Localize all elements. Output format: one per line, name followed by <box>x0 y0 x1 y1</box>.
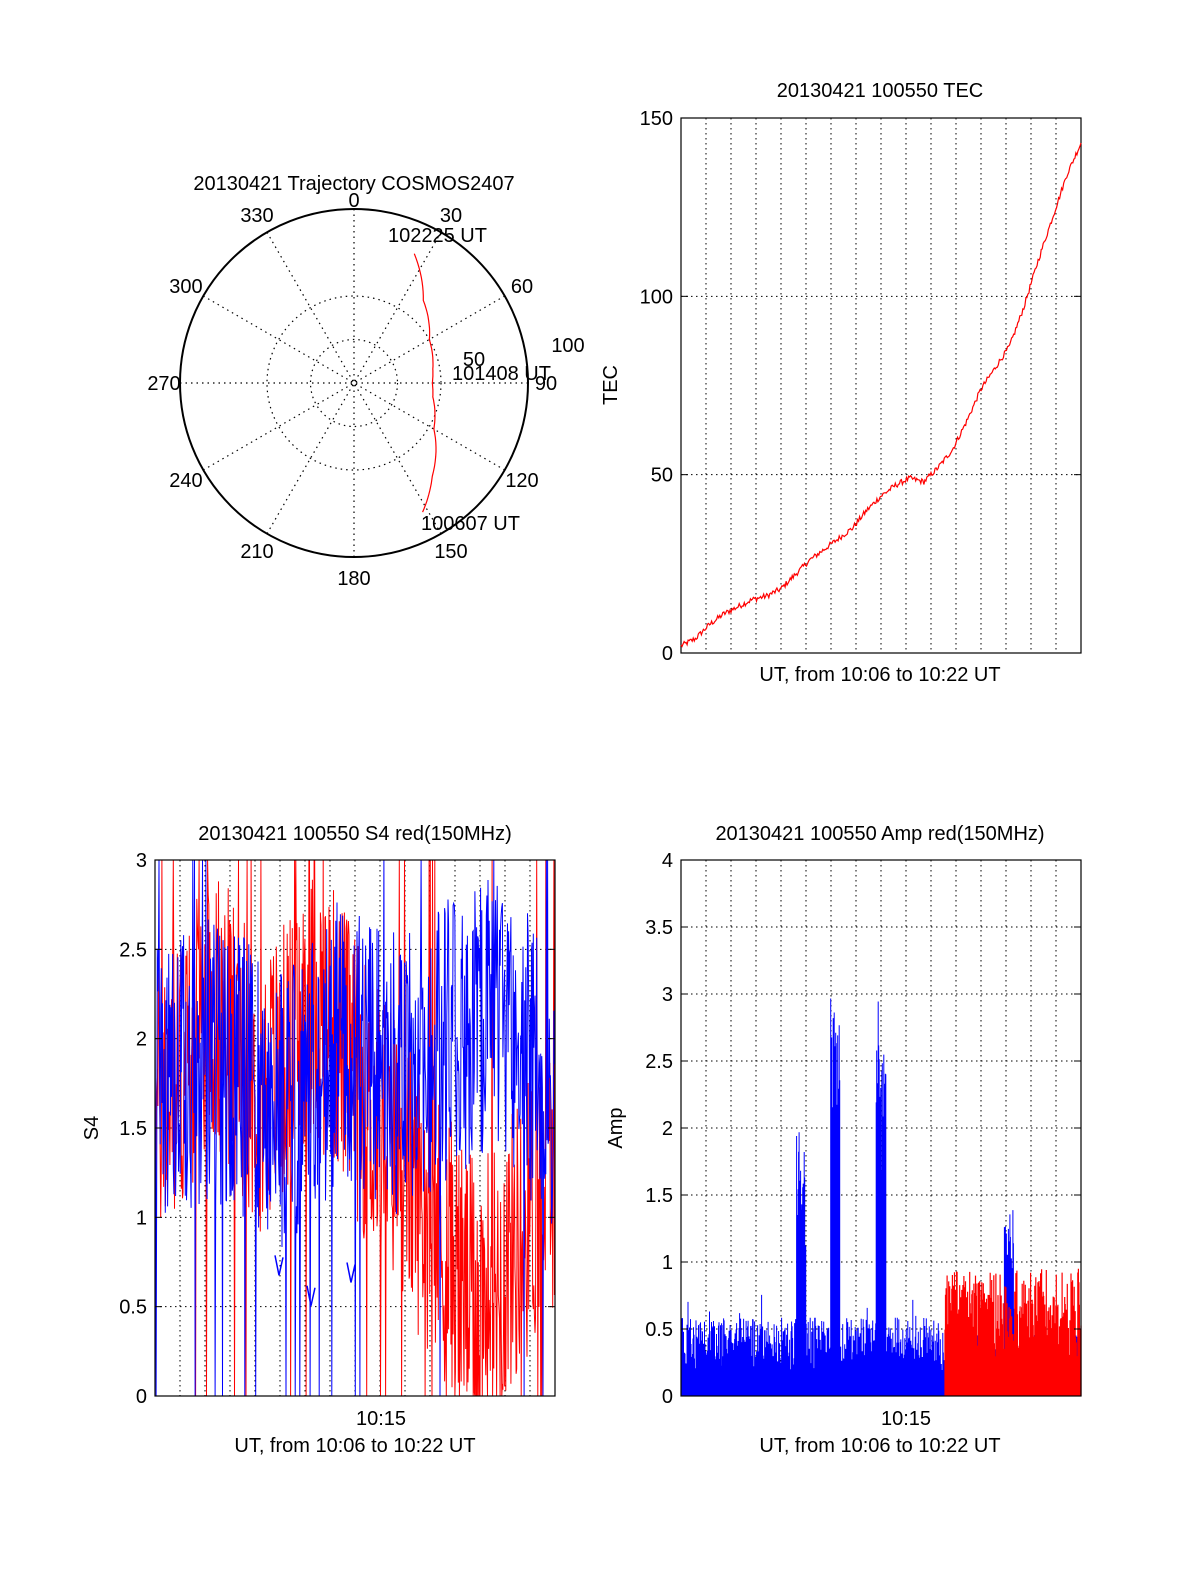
amp-y-tick-1.5: 1.5 <box>645 1185 673 1207</box>
polar-annotation-start: 100607 UT <box>421 513 520 535</box>
s4-x-tick-1015: 10:15 <box>356 1408 406 1430</box>
s4-x-label: UT, from 10:06 to 10:22 UT <box>234 1435 475 1457</box>
s4-blue-dip <box>274 1255 284 1276</box>
tec-title: 20130421 100550 TEC <box>777 80 983 102</box>
polar-grid-spoke <box>266 232 442 534</box>
s4-y-tick-1: 1 <box>136 1207 147 1229</box>
polar-grid-circle <box>266 295 442 471</box>
polar-angle-label-60: 60 <box>511 276 533 298</box>
tec-y-tick-50: 50 <box>651 465 673 487</box>
s4-y-tick-0.5: 0.5 <box>119 1297 147 1319</box>
polar-annotation-mid: 101408 UT <box>452 363 551 385</box>
amp-y-tick-2.5: 2.5 <box>645 1051 673 1073</box>
polar-angle-label-150: 150 <box>434 541 467 563</box>
tec-y-tick-100: 100 <box>640 286 673 308</box>
polar-angle-label-120: 120 <box>505 470 538 492</box>
s4-series-path <box>154 859 556 1397</box>
amp-y-tick-4: 4 <box>662 850 673 872</box>
s4-y-label: S4 <box>81 1116 103 1140</box>
amp-red-series <box>944 1268 1082 1396</box>
tec-x-label: UT, from 10:06 to 10:22 UT <box>759 664 1000 686</box>
polar-grid-circle <box>309 338 399 428</box>
amp-panel: 20130421 100550 Amp red(150MHz) 0 0.5 1 1.5… <box>605 823 1082 1457</box>
polar-annotation-end: 102225 UT <box>388 225 487 247</box>
polar-angle-label-30: 30 <box>440 205 462 227</box>
polar-outer-circle <box>179 208 529 558</box>
amp-y-tick-0: 0 <box>662 1386 673 1408</box>
s4-y-ticks: 0 0.5 1 1.5 2 2.5 3 <box>119 850 555 1408</box>
amp-y-tick-3: 3 <box>662 984 673 1006</box>
tec-y-label: TEC <box>600 365 622 405</box>
tec-y-tick-0: 0 <box>662 643 673 665</box>
tec-series-line <box>680 142 1082 648</box>
s4-title: 20130421 100550 S4 red(150MHz) <box>198 823 512 845</box>
tec-grid <box>681 118 1081 653</box>
amp-red-bars <box>944 1268 1082 1396</box>
polar-radial-tick-50: 50 <box>463 349 485 371</box>
polar-title: 20130421 Trajectory COSMOS2407 <box>193 173 514 195</box>
s4-series-path <box>154 859 556 1397</box>
polar-angle-labels: 0 30 60 90 120 150 180 210 240 270 300 330 <box>147 190 557 590</box>
polar-angle-label-180: 180 <box>337 568 370 590</box>
tec-panel: 20130421 100550 TEC 0 50 100 150 UT, from 1… <box>600 80 1082 686</box>
polar-radial-tick-100: 100 <box>551 335 584 357</box>
polar-trajectory-line <box>413 253 437 513</box>
tec-y-ticks: 0 50 100 150 <box>640 108 1081 665</box>
polar-grid <box>180 209 528 557</box>
amp-x-label: UT, from 10:06 to 10:22 UT <box>759 1435 1000 1457</box>
polar-angle-label-270: 270 <box>147 373 180 395</box>
polar-angle-label-0: 0 <box>348 190 359 212</box>
s4-y-tick-0: 0 <box>136 1386 147 1408</box>
amp-y-label: Amp <box>605 1107 627 1148</box>
s4-red-series <box>154 859 556 1397</box>
s4-y-tick-1.5: 1.5 <box>119 1118 147 1140</box>
s4-y-tick-2.5: 2.5 <box>119 939 147 961</box>
amp-x-tick-1015: 10:15 <box>881 1408 931 1430</box>
s4-panel: 20130421 100550 S4 red(150MHz) 0 0.5 1 1.5 2… <box>81 823 556 1457</box>
s4-y-tick-3: 3 <box>136 850 147 872</box>
polar-grid-spoke <box>266 232 442 534</box>
amp-title: 20130421 100550 Amp red(150MHz) <box>715 823 1044 845</box>
amp-y-tick-0.5: 0.5 <box>645 1319 673 1341</box>
amp-y-tick-1: 1 <box>662 1252 673 1274</box>
polar-angle-label-240: 240 <box>169 470 202 492</box>
s4-y-tick-2: 2 <box>136 1029 147 1051</box>
polar-angle-label-330: 330 <box>240 205 273 227</box>
s4-blue-dip <box>306 1285 316 1306</box>
tec-plot-frame <box>680 117 1082 654</box>
polar-angle-label-210: 210 <box>240 541 273 563</box>
polar-angle-label-90: 90 <box>535 373 557 395</box>
amp-y-tick-3.5: 3.5 <box>645 917 673 939</box>
polar-panel: 20130421 Trajectory COSMOS2407 0 30 60 90 12… <box>147 173 584 590</box>
s4-blue-series <box>154 859 556 1397</box>
amp-y-tick-2: 2 <box>662 1118 673 1140</box>
tec-y-tick-150: 150 <box>640 108 673 130</box>
s4-blue-dip <box>346 1262 356 1283</box>
polar-angle-label-300: 300 <box>169 276 202 298</box>
amp-y-ticks: 0 0.5 1 1.5 2 2.5 3 3.5 4 <box>645 850 1081 1408</box>
